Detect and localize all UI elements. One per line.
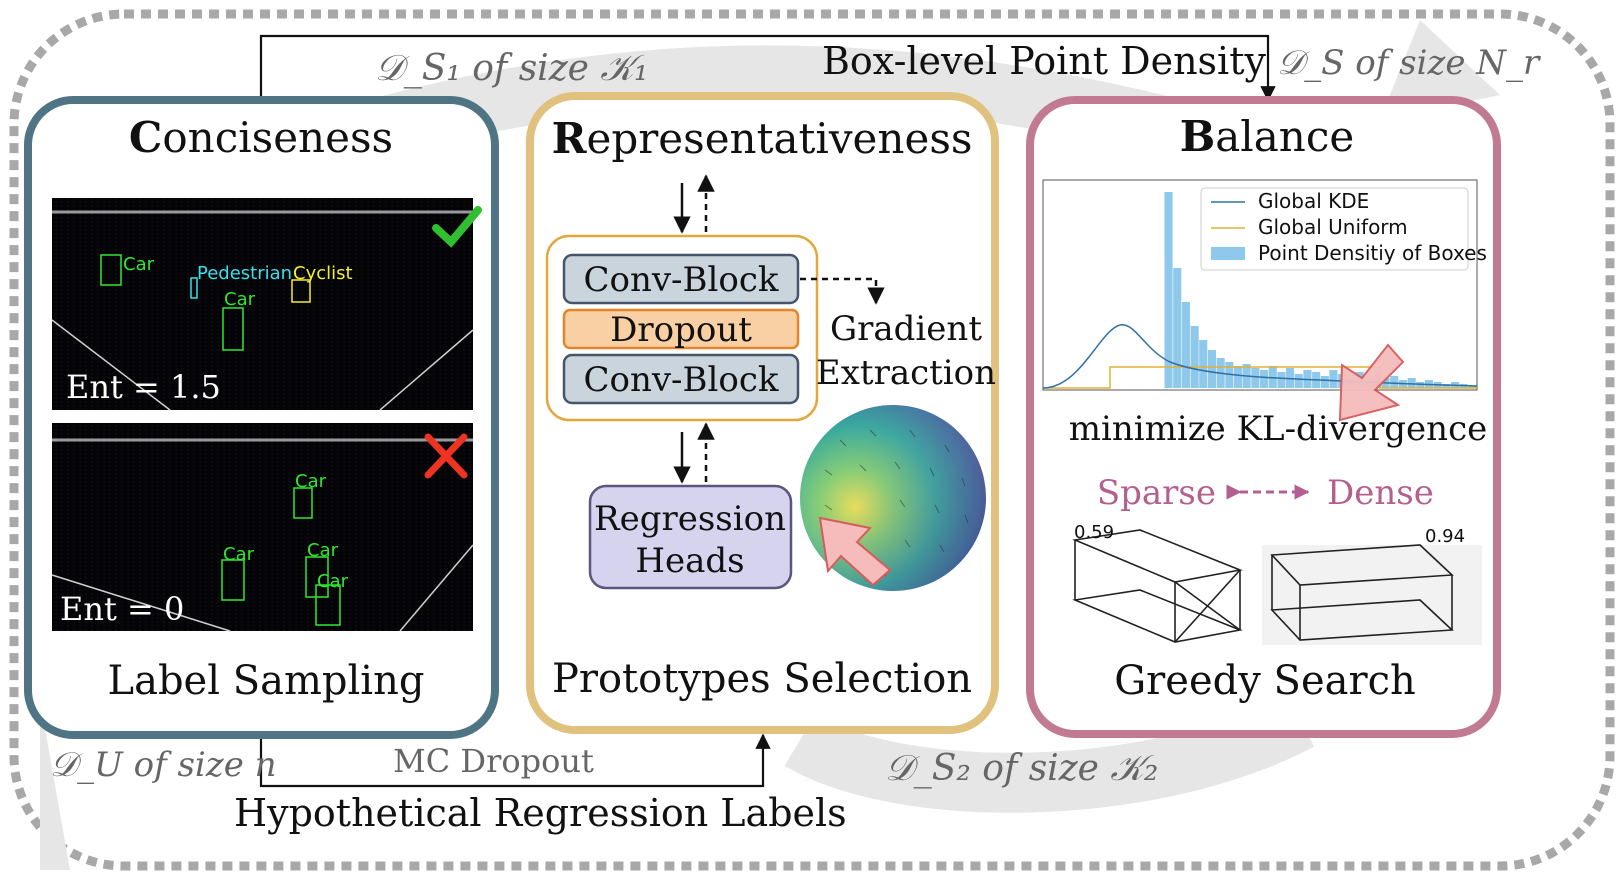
dense-box-value: 0.94 bbox=[1425, 526, 1465, 547]
scene2-label-car-4: Car bbox=[317, 571, 349, 592]
pink-arrow-sphere bbox=[818, 516, 892, 587]
conv-block-1 bbox=[562, 253, 800, 305]
legend-global-kde: Global KDE bbox=[1258, 189, 1369, 213]
histogram-bar bbox=[1225, 362, 1234, 388]
balance-title: Balance bbox=[1180, 112, 1354, 161]
conv-block-2 bbox=[562, 353, 800, 405]
histogram-bar bbox=[1199, 340, 1208, 388]
legend-point-density: Point Densitiy of Boxes bbox=[1258, 241, 1487, 265]
dropout-block bbox=[562, 308, 800, 350]
dropout-label: Dropout bbox=[610, 310, 752, 350]
sparse-box-value: 0.59 bbox=[1074, 522, 1114, 543]
flow-arrow-bottom bbox=[784, 693, 1315, 813]
scene1-label-cyclist: Cyclist bbox=[293, 263, 353, 284]
histogram-bar bbox=[1207, 350, 1216, 388]
histogram-bar bbox=[1442, 384, 1451, 388]
scene2-label-car-2: Car bbox=[223, 544, 255, 565]
conciseness-panel: Conciseness Car Pedestrian Cyclist Car E… bbox=[24, 96, 499, 739]
density-plot: Global KDE Global Uniform Point Densitiy… bbox=[1042, 179, 1487, 391]
gradient-sphere-icon bbox=[800, 405, 986, 591]
ds1-label: 𝒟_S₁ of size 𝒦₁ bbox=[375, 48, 648, 89]
ds-label: 𝒟_S of size N_r bbox=[1277, 43, 1541, 83]
box-level-label: Box-level Point Density bbox=[822, 39, 1266, 83]
uniform-curve bbox=[1043, 366, 1477, 389]
greedy-search-subtitle: Greedy Search bbox=[1114, 658, 1416, 704]
check-icon bbox=[432, 206, 482, 248]
regression-label-2: Heads bbox=[635, 541, 744, 581]
ds2-label: 𝒟_S₂ of size 𝒦₂ bbox=[885, 748, 1158, 789]
dense-box-icon bbox=[1262, 544, 1482, 645]
scene2-label-car-3: Car bbox=[307, 540, 339, 561]
sparse-box-icon bbox=[1072, 529, 1243, 643]
scene1-label-pedestrian: Pedestrian bbox=[197, 263, 292, 284]
scene2-label-car-1: Car bbox=[295, 471, 327, 492]
plot-legend bbox=[1200, 187, 1469, 271]
histogram-bar bbox=[1251, 368, 1260, 388]
flow-arrow-right bbox=[1380, 20, 1500, 120]
label-sampling-subtitle: Label Sampling bbox=[108, 658, 425, 704]
histogram-bar bbox=[1173, 268, 1182, 388]
hypothetical-labels: Hypothetical Regression Labels bbox=[234, 791, 847, 835]
top-connector bbox=[259, 34, 1276, 102]
mc-dropout-label: MC Dropout bbox=[393, 742, 594, 780]
histogram-bar bbox=[1320, 376, 1329, 388]
flow-arrow-left bbox=[40, 700, 70, 870]
histogram-bar bbox=[1390, 376, 1399, 388]
conv-block-1-label: Conv-Block bbox=[583, 260, 778, 300]
pink-arrow-kl bbox=[1338, 343, 1405, 422]
histogram-bar bbox=[1416, 382, 1425, 388]
balance-panel: Balance Global KDE Global Uniform Point … bbox=[1026, 96, 1501, 738]
scene2-entropy: Ent = 0 bbox=[60, 590, 184, 628]
histogram-bar bbox=[1329, 370, 1338, 388]
cross-icon bbox=[424, 433, 468, 479]
representativeness-panel: Representativeness Conv-Block Dropout Co… bbox=[526, 92, 999, 734]
outer-cycle-border bbox=[9, 9, 1615, 871]
histogram-bar bbox=[1277, 372, 1286, 388]
histogram-bar bbox=[1294, 374, 1303, 388]
scene1-label-car-1: Car bbox=[123, 254, 155, 275]
lidar-scene-2: Car Car Car Car Ent = 0 bbox=[51, 423, 474, 632]
du-label: 𝒟_U of size n bbox=[50, 745, 277, 785]
scene1-label-car-2: Car bbox=[224, 289, 256, 310]
prototypes-selection-subtitle: Prototypes Selection bbox=[552, 656, 972, 702]
gradient-arrow bbox=[800, 277, 885, 305]
histogram-bar bbox=[1234, 366, 1243, 388]
histogram-bar bbox=[1286, 368, 1295, 388]
histogram-bar bbox=[1164, 192, 1173, 388]
dense-label: Dense bbox=[1327, 473, 1434, 513]
conciseness-title: Conciseness bbox=[129, 113, 393, 162]
regression-heads-block bbox=[588, 484, 793, 590]
kde-curve bbox=[1042, 324, 1478, 389]
kl-divergence-label: minimize KL-divergence bbox=[1069, 409, 1487, 449]
lidar-scene-1: Car Pedestrian Cyclist Car Ent = 1.5 bbox=[51, 198, 482, 411]
gradient-label-2: Extraction bbox=[816, 353, 996, 393]
conv-block-2-label: Conv-Block bbox=[583, 360, 778, 400]
histogram-bar bbox=[1190, 326, 1199, 388]
legend-global-uniform: Global Uniform bbox=[1258, 215, 1408, 239]
histogram-bar bbox=[1268, 366, 1277, 388]
histogram-bar bbox=[1407, 378, 1416, 388]
sparse-label: Sparse bbox=[1097, 473, 1216, 513]
bottom-connector bbox=[259, 733, 771, 788]
scene1-entropy: Ent = 1.5 bbox=[66, 368, 221, 406]
regression-label-1: Regression bbox=[594, 499, 786, 539]
gradient-label-1: Gradient bbox=[830, 309, 982, 349]
histogram-bar bbox=[1468, 386, 1477, 388]
representativeness-title: Representativeness bbox=[552, 114, 973, 163]
histogram-bar bbox=[1260, 370, 1269, 388]
histogram-bar bbox=[1181, 302, 1190, 388]
